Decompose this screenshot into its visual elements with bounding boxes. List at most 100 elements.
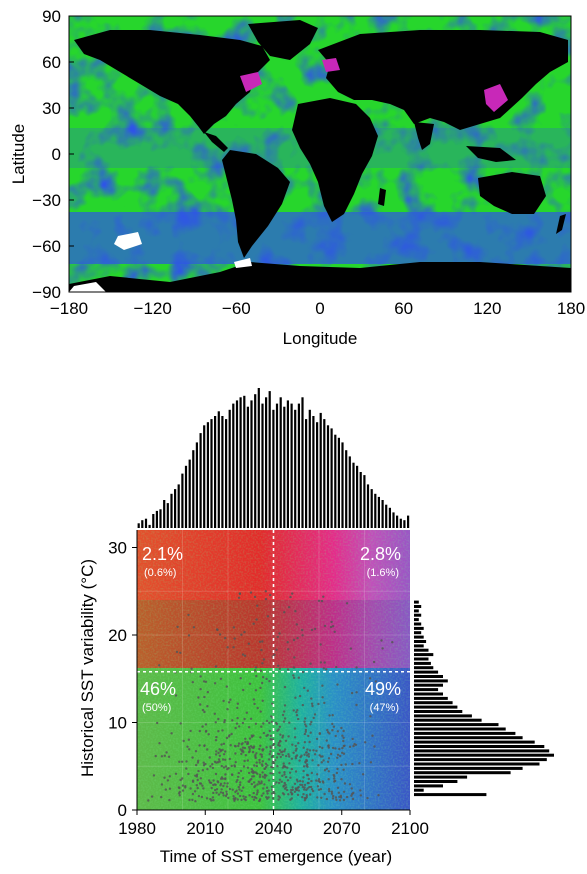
emergence-bar <box>352 462 355 528</box>
scatter-point <box>333 777 336 780</box>
scatter-point <box>188 798 191 802</box>
scatter-point <box>279 733 282 736</box>
sst-map <box>68 15 572 293</box>
scatter-point <box>256 789 259 792</box>
scatter-point <box>158 664 161 667</box>
emergence-bar <box>228 409 231 528</box>
scatter-point <box>238 592 241 596</box>
scatter-point <box>163 776 166 779</box>
scatter-point <box>248 750 251 753</box>
variability-bar <box>414 609 419 613</box>
scatter-point <box>342 752 346 755</box>
scatter-point <box>331 714 334 717</box>
scatter-point <box>260 648 263 652</box>
scatter-point <box>295 714 299 717</box>
scatter-point <box>185 760 188 763</box>
map-xtick-label: 120 <box>473 299 501 318</box>
scatter-point <box>322 595 325 598</box>
scatter-point <box>195 784 198 787</box>
scatter-point <box>295 623 298 626</box>
scatter-point <box>310 628 314 632</box>
scatter-point <box>299 779 302 783</box>
variability-bar <box>414 780 458 783</box>
scatter-point <box>305 794 308 797</box>
emergence-bar <box>159 509 162 528</box>
scatter-point <box>241 721 245 725</box>
scatter-point <box>296 709 299 712</box>
emergence-bar <box>272 409 275 528</box>
map-ytick-label: 30 <box>42 99 61 118</box>
variability-bar <box>414 657 429 661</box>
variability-histogram <box>414 600 554 797</box>
scatter-point <box>221 729 224 732</box>
scatter-point <box>266 733 269 737</box>
scatter-points <box>147 590 394 803</box>
scatter-point <box>261 771 264 774</box>
scatter-point <box>219 677 223 680</box>
scatter-point <box>344 763 347 766</box>
scatter-point <box>244 740 247 744</box>
scatter-point <box>322 759 325 762</box>
scatter-point <box>236 716 239 720</box>
scatter-point <box>301 780 304 783</box>
scatter-point <box>343 782 347 785</box>
variability-bar <box>414 653 434 657</box>
scatter-point <box>233 637 236 640</box>
scatter-point <box>228 757 231 761</box>
scatter-point <box>308 749 312 752</box>
scatter-point <box>191 681 194 684</box>
scatter-point <box>303 799 307 802</box>
scatter-point <box>269 593 272 597</box>
scatter-point <box>334 747 337 750</box>
scatter-point <box>174 694 178 697</box>
map-hotspots <box>240 58 508 112</box>
scatter-point <box>230 764 233 768</box>
quadrant-tl-pct: 2.1% <box>142 544 183 564</box>
scatter-point <box>222 753 226 756</box>
map-xtick-label: −120 <box>134 299 172 318</box>
map-ytick-label: −30 <box>32 191 61 210</box>
scatter-point <box>262 792 265 795</box>
scatter-point <box>255 761 258 764</box>
scatter-point <box>354 743 358 746</box>
scatter-point <box>204 723 208 726</box>
scatter-point <box>226 785 229 788</box>
scatter-point <box>302 776 305 779</box>
scatter-point <box>369 761 373 764</box>
emergence-bar <box>203 425 206 528</box>
scatter-point <box>323 661 326 664</box>
scatter-point <box>297 789 300 792</box>
scatter-point <box>181 777 184 780</box>
scatter-point <box>305 754 309 757</box>
scatter-point <box>350 691 354 695</box>
scatter-point <box>337 791 340 794</box>
scatter-point <box>163 754 166 757</box>
scatter-point <box>240 633 243 636</box>
scatter-point <box>323 701 326 705</box>
emergence-bar <box>166 503 169 528</box>
scatter-point <box>237 785 240 789</box>
scatter-point <box>321 746 324 750</box>
scatter-point <box>269 746 272 749</box>
variability-bar <box>414 618 419 622</box>
scatter-point <box>336 756 339 759</box>
scatter-point <box>246 742 249 746</box>
emergence-bar <box>261 403 264 528</box>
scatter-point <box>170 732 173 735</box>
scatter-point <box>235 722 239 725</box>
scatter-point <box>329 752 333 756</box>
scatter-point <box>234 752 237 755</box>
scatter-point <box>275 648 278 651</box>
scatter-point <box>224 794 228 798</box>
scatter-point <box>147 799 150 802</box>
scatter-point <box>222 784 225 788</box>
quadrant-bl-pct: 46% <box>140 679 176 699</box>
scatter-point <box>320 761 323 764</box>
emergence-bar <box>250 400 253 528</box>
scatter-point <box>374 680 378 683</box>
scatter-point <box>304 730 307 733</box>
scatter-point <box>301 670 305 674</box>
scatter-point <box>331 746 335 750</box>
scatter-point <box>301 628 304 632</box>
scatter-point <box>226 782 229 785</box>
